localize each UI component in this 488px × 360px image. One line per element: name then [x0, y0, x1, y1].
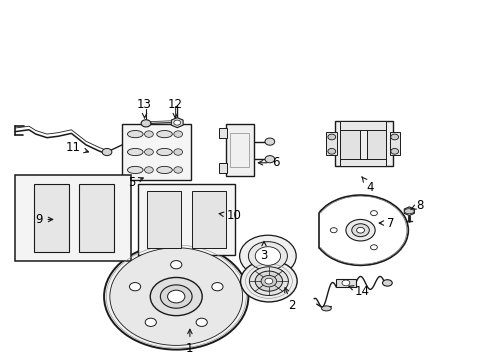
- Text: 6: 6: [258, 156, 279, 169]
- Bar: [339, 159, 386, 166]
- Ellipse shape: [370, 245, 377, 250]
- Bar: [218, 128, 227, 138]
- Ellipse shape: [356, 227, 364, 233]
- Text: 13: 13: [137, 98, 152, 118]
- Ellipse shape: [102, 148, 112, 156]
- Ellipse shape: [351, 224, 368, 237]
- Text: 2: 2: [284, 288, 295, 312]
- Bar: [15, 175, 131, 261]
- Polygon shape: [404, 207, 413, 216]
- Ellipse shape: [129, 283, 141, 291]
- Ellipse shape: [127, 131, 143, 138]
- Ellipse shape: [141, 120, 151, 127]
- Ellipse shape: [404, 209, 413, 214]
- Text: 8: 8: [410, 199, 423, 212]
- Bar: [147, 191, 181, 248]
- Bar: [389, 132, 399, 155]
- Ellipse shape: [240, 260, 297, 302]
- Ellipse shape: [264, 278, 272, 284]
- Ellipse shape: [104, 243, 248, 350]
- Bar: [335, 279, 355, 287]
- Ellipse shape: [264, 156, 274, 163]
- Ellipse shape: [157, 148, 172, 156]
- Ellipse shape: [261, 275, 276, 287]
- Ellipse shape: [249, 267, 288, 296]
- Ellipse shape: [170, 261, 182, 269]
- Ellipse shape: [211, 283, 223, 291]
- Ellipse shape: [144, 131, 153, 137]
- Ellipse shape: [390, 134, 398, 140]
- Ellipse shape: [145, 318, 156, 327]
- Ellipse shape: [173, 131, 182, 137]
- Bar: [34, 184, 69, 252]
- Bar: [326, 132, 336, 155]
- Ellipse shape: [239, 235, 296, 277]
- Ellipse shape: [382, 280, 391, 286]
- Ellipse shape: [370, 211, 377, 216]
- Text: 1: 1: [186, 329, 193, 355]
- Ellipse shape: [330, 228, 336, 233]
- Ellipse shape: [345, 220, 374, 241]
- Ellipse shape: [110, 248, 242, 345]
- Bar: [218, 163, 227, 173]
- Text: 14: 14: [348, 285, 369, 298]
- Ellipse shape: [157, 131, 172, 138]
- Polygon shape: [171, 118, 183, 128]
- Ellipse shape: [390, 148, 398, 154]
- Ellipse shape: [127, 148, 143, 156]
- Bar: [229, 134, 249, 167]
- Text: 12: 12: [167, 98, 183, 118]
- Ellipse shape: [127, 166, 143, 174]
- Bar: [138, 184, 234, 255]
- Bar: [339, 121, 386, 130]
- Ellipse shape: [196, 318, 207, 327]
- Ellipse shape: [341, 280, 349, 286]
- Ellipse shape: [150, 278, 202, 316]
- Ellipse shape: [173, 149, 182, 155]
- Bar: [225, 125, 254, 176]
- Ellipse shape: [160, 285, 192, 308]
- Ellipse shape: [167, 290, 184, 303]
- Text: 11: 11: [65, 140, 88, 153]
- Text: 10: 10: [219, 210, 241, 222]
- Text: 9: 9: [35, 213, 53, 226]
- Ellipse shape: [327, 148, 335, 154]
- Ellipse shape: [144, 149, 153, 155]
- Bar: [339, 126, 359, 160]
- Ellipse shape: [144, 167, 153, 173]
- Text: 5: 5: [127, 176, 143, 189]
- Ellipse shape: [264, 138, 274, 145]
- Bar: [79, 184, 114, 252]
- Ellipse shape: [321, 306, 330, 311]
- Ellipse shape: [248, 242, 287, 270]
- Bar: [366, 126, 386, 160]
- Ellipse shape: [157, 166, 172, 174]
- Ellipse shape: [255, 271, 282, 291]
- Ellipse shape: [173, 167, 182, 173]
- Bar: [191, 191, 225, 248]
- Ellipse shape: [255, 247, 280, 265]
- Text: 7: 7: [378, 216, 394, 230]
- Bar: [122, 125, 190, 180]
- Ellipse shape: [327, 134, 335, 140]
- Ellipse shape: [173, 120, 180, 125]
- Text: 3: 3: [260, 242, 267, 262]
- Text: 4: 4: [361, 177, 373, 194]
- Bar: [334, 121, 392, 166]
